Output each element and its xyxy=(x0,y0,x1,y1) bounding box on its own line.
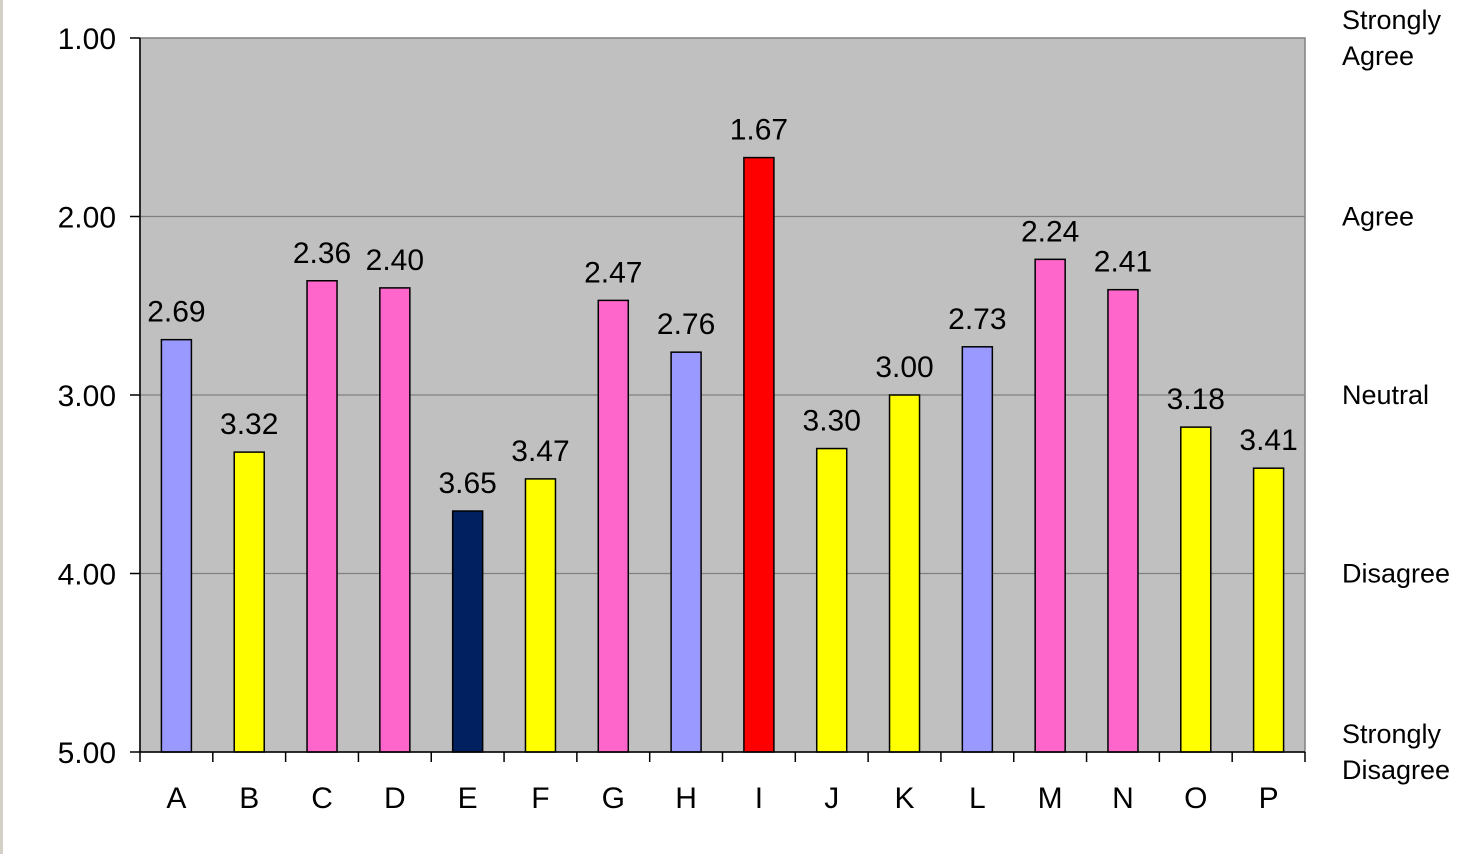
bar-G xyxy=(597,299,630,753)
bar-L xyxy=(961,346,994,753)
data-label-O: 3.18 xyxy=(1167,383,1225,416)
data-label-B: 3.32 xyxy=(220,408,278,441)
data-label-I: 1.67 xyxy=(730,114,788,147)
y-tick-labels: 1.00 2.00 3.00 4.00 5.00 xyxy=(58,23,116,770)
data-label-L: 2.73 xyxy=(948,303,1006,336)
scale-labels: Strongly Agree Agree Neutral Disagree Strongl… xyxy=(1342,5,1450,785)
y-tick-label: 4.00 xyxy=(58,559,116,592)
data-label-K: 3.00 xyxy=(875,351,933,384)
category-label-F: F xyxy=(531,782,549,815)
scale-label: Agree xyxy=(1342,41,1414,71)
category-label-C: C xyxy=(311,782,333,815)
bar-A xyxy=(160,338,193,753)
y-tick-label: 1.00 xyxy=(58,23,116,56)
scale-label: Strongly xyxy=(1342,5,1442,35)
data-label-C: 2.36 xyxy=(293,237,351,270)
data-labels: 2.69 3.32 2.36 2.40 3.65 3.47 2.47 2.76 1.67 3.30… xyxy=(147,114,1298,500)
category-labels: A B C D E F G H I J K L M N O P xyxy=(166,782,1278,815)
category-label-B: B xyxy=(239,782,259,815)
bar-E xyxy=(451,510,484,753)
data-label-N: 2.41 xyxy=(1094,246,1152,279)
bars xyxy=(160,156,1285,753)
axes xyxy=(130,37,1306,762)
category-label-A: A xyxy=(166,782,186,815)
bar-O xyxy=(1180,426,1212,753)
data-label-J: 3.30 xyxy=(803,405,861,438)
y-tick-label: 3.00 xyxy=(58,380,116,413)
bar-C xyxy=(306,280,338,753)
scale-label: Disagree xyxy=(1342,559,1450,589)
y-tick-label: 5.00 xyxy=(58,737,116,770)
bar-N xyxy=(1107,288,1139,753)
category-label-G: G xyxy=(602,782,625,815)
data-label-A: 2.69 xyxy=(147,296,205,329)
scale-label: Agree xyxy=(1342,202,1414,232)
category-label-N: N xyxy=(1112,782,1134,815)
scale-label: Disagree xyxy=(1342,755,1450,785)
category-label-O: O xyxy=(1184,782,1207,815)
data-label-F: 3.47 xyxy=(511,435,569,468)
bar-F xyxy=(524,478,557,753)
category-label-E: E xyxy=(458,782,478,815)
bar-H xyxy=(670,351,702,753)
category-label-K: K xyxy=(895,782,915,815)
bar-J xyxy=(815,447,848,753)
data-label-D: 2.40 xyxy=(366,244,424,277)
data-label-P: 3.41 xyxy=(1239,424,1297,457)
window-edge xyxy=(0,0,3,854)
category-label-L: L xyxy=(969,782,986,815)
bar-D xyxy=(379,287,411,753)
category-label-J: J xyxy=(824,782,839,815)
category-label-P: P xyxy=(1259,782,1279,815)
data-label-E: 3.65 xyxy=(438,467,496,500)
category-label-H: H xyxy=(675,782,697,815)
category-label-I: I xyxy=(755,782,763,815)
bar-K xyxy=(888,394,921,753)
bar-P xyxy=(1252,467,1285,753)
scale-label: Neutral xyxy=(1342,380,1429,410)
category-label-M: M xyxy=(1038,782,1063,815)
y-tick-label: 2.00 xyxy=(58,202,116,235)
bar-B xyxy=(233,451,265,753)
scale-label: Strongly xyxy=(1342,719,1442,749)
data-label-M: 2.24 xyxy=(1021,215,1079,248)
category-label-D: D xyxy=(384,782,406,815)
bar-M xyxy=(1034,258,1066,753)
data-label-H: 2.76 xyxy=(657,308,715,341)
data-label-G: 2.47 xyxy=(584,256,642,289)
bar-I xyxy=(743,156,775,753)
